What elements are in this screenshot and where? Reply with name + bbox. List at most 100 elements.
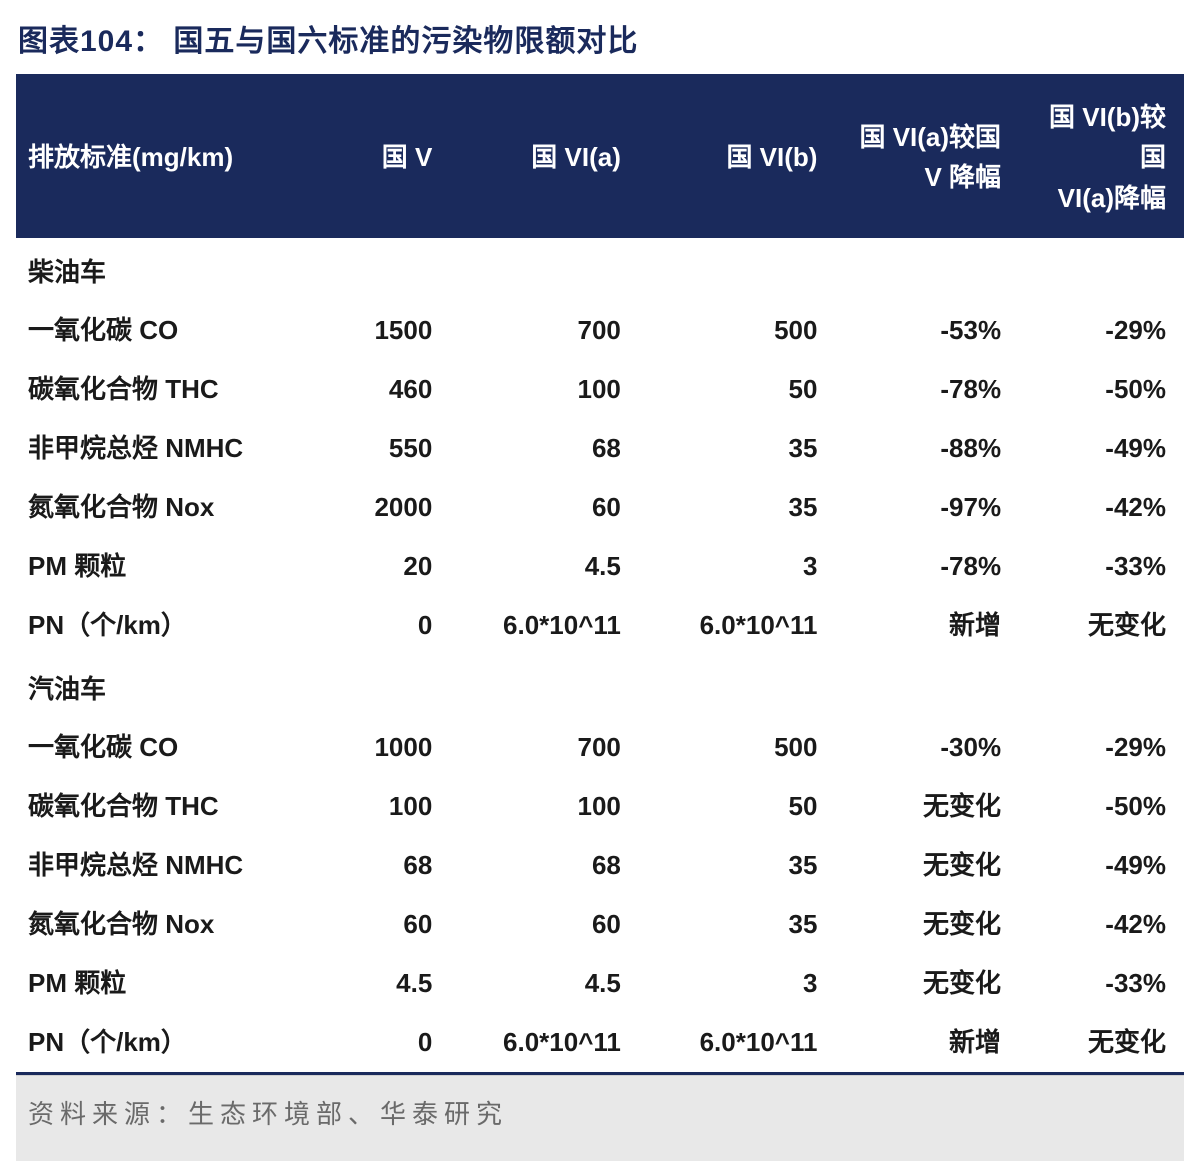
table-cell: PN（个/km） [16,596,306,655]
table-cell: 碳氧化合物 THC [16,360,306,419]
table-cell: 700 [442,718,639,777]
table-cell: 35 [639,478,836,537]
table-cell: 1500 [306,301,442,360]
table-cell: 460 [306,360,442,419]
table-body: 柴油车一氧化碳 CO1500700500-53%-29%碳氧化合物 THC460… [16,238,1184,1074]
table-cell: 60 [442,895,639,954]
col-header-guo6a: 国 VI(a) [442,76,639,238]
table-cell: 4.5 [442,537,639,596]
table-cell: 700 [442,301,639,360]
table-cell: 非甲烷总烃 NMHC [16,419,306,478]
table-cell: 无变化 [835,954,1019,1013]
table-cell: 68 [442,836,639,895]
table-cell: 100 [442,777,639,836]
table-row: 碳氧化合物 THC10010050无变化-50% [16,777,1184,836]
col-header-drop-a: 国 VI(a)较国 V 降幅 [835,76,1019,238]
section-row: 柴油车 [16,238,1184,301]
table-cell: -49% [1019,836,1184,895]
table-row: 非甲烷总烃 NMHC686835无变化-49% [16,836,1184,895]
table-cell: 一氧化碳 CO [16,301,306,360]
table-cell: 无变化 [835,895,1019,954]
table-cell: 非甲烷总烃 NMHC [16,836,306,895]
table-cell: 68 [442,419,639,478]
table-cell: -78% [835,360,1019,419]
table-cell: -49% [1019,419,1184,478]
table-row: 氮氧化合物 Nox20006035-97%-42% [16,478,1184,537]
section-title: 柴油车 [16,238,1184,301]
table-cell: 60 [442,478,639,537]
table-cell: 0 [306,596,442,655]
table-cell: 20 [306,537,442,596]
table-row: 非甲烷总烃 NMHC5506835-88%-49% [16,419,1184,478]
table-cell: 3 [639,537,836,596]
col-header-guo5: 国 V [306,76,442,238]
section-title: 汽油车 [16,655,1184,718]
col-header-drop-b-line1: 国 VI(b)较国 [1049,102,1166,172]
table-cell: -30% [835,718,1019,777]
table-cell: -33% [1019,537,1184,596]
table-header-row: 排放标准(mg/km) 国 V 国 VI(a) 国 VI(b) 国 VI(a)较… [16,76,1184,238]
table-cell: PM 颗粒 [16,954,306,1013]
table-cell: 100 [306,777,442,836]
table-cell: 100 [442,360,639,419]
table-cell: 550 [306,419,442,478]
table-cell: 无变化 [1019,596,1184,655]
table-cell: 60 [306,895,442,954]
table-cell: 6.0*10^11 [639,596,836,655]
col-header-guo6b: 国 VI(b) [639,76,836,238]
source-footer: 资料来源：生态环境部、华泰研究 [16,1075,1184,1161]
table-cell: 35 [639,836,836,895]
table-cell: 1000 [306,718,442,777]
col-header-drop-b: 国 VI(b)较国 VI(a)降幅 [1019,76,1184,238]
table-row: 一氧化碳 CO1000700500-30%-29% [16,718,1184,777]
table-cell: -29% [1019,718,1184,777]
table-cell: 2000 [306,478,442,537]
table-cell: -33% [1019,954,1184,1013]
col-header-drop-a-line1: 国 VI(a)较国 [859,122,1001,152]
table-row: PM 颗粒204.53-78%-33% [16,537,1184,596]
col-header-drop-b-line2: VI(a)降幅 [1058,183,1166,213]
table-cell: -78% [835,537,1019,596]
table-row: 氮氧化合物 Nox606035无变化-42% [16,895,1184,954]
table-row: PN（个/km）06.0*10^116.0*10^11新增无变化 [16,596,1184,655]
table-cell: -50% [1019,360,1184,419]
table-row: 碳氧化合物 THC46010050-78%-50% [16,360,1184,419]
table-cell: -97% [835,478,1019,537]
table-cell: -42% [1019,478,1184,537]
section-row: 汽油车 [16,655,1184,718]
table-row: 一氧化碳 CO1500700500-53%-29% [16,301,1184,360]
table-cell: 35 [639,895,836,954]
table-cell: 50 [639,360,836,419]
table-cell: 无变化 [835,777,1019,836]
table-cell: 35 [639,419,836,478]
chart-title: 图表104： 国五与国六标准的污染物限额对比 [16,10,1184,74]
table-cell: 一氧化碳 CO [16,718,306,777]
emissions-table: 排放标准(mg/km) 国 V 国 VI(a) 国 VI(b) 国 VI(a)较… [16,74,1184,1075]
table-cell: 无变化 [835,836,1019,895]
table-cell: 氮氧化合物 Nox [16,895,306,954]
table-cell: -53% [835,301,1019,360]
col-header-drop-a-line2: V 降幅 [924,162,1001,192]
table-cell: 6.0*10^11 [639,1013,836,1074]
table-cell: -29% [1019,301,1184,360]
table-cell: PM 颗粒 [16,537,306,596]
table-cell: -50% [1019,777,1184,836]
table-cell: 氮氧化合物 Nox [16,478,306,537]
table-cell: 3 [639,954,836,1013]
table-cell: 68 [306,836,442,895]
table-cell: 碳氧化合物 THC [16,777,306,836]
table-cell: 50 [639,777,836,836]
table-row: PN（个/km）06.0*10^116.0*10^11新增无变化 [16,1013,1184,1074]
table-cell: -88% [835,419,1019,478]
table-cell: 无变化 [1019,1013,1184,1074]
page-container: 图表104： 国五与国六标准的污染物限额对比 排放标准(mg/km) 国 V 国… [0,0,1200,1161]
table-cell: 6.0*10^11 [442,1013,639,1074]
table-cell: 新增 [835,596,1019,655]
table-cell: 500 [639,301,836,360]
table-cell: -42% [1019,895,1184,954]
table-cell: 4.5 [306,954,442,1013]
table-cell: 4.5 [442,954,639,1013]
table-cell: 6.0*10^11 [442,596,639,655]
col-header-standard: 排放标准(mg/km) [16,76,306,238]
table-row: PM 颗粒4.54.53无变化-33% [16,954,1184,1013]
